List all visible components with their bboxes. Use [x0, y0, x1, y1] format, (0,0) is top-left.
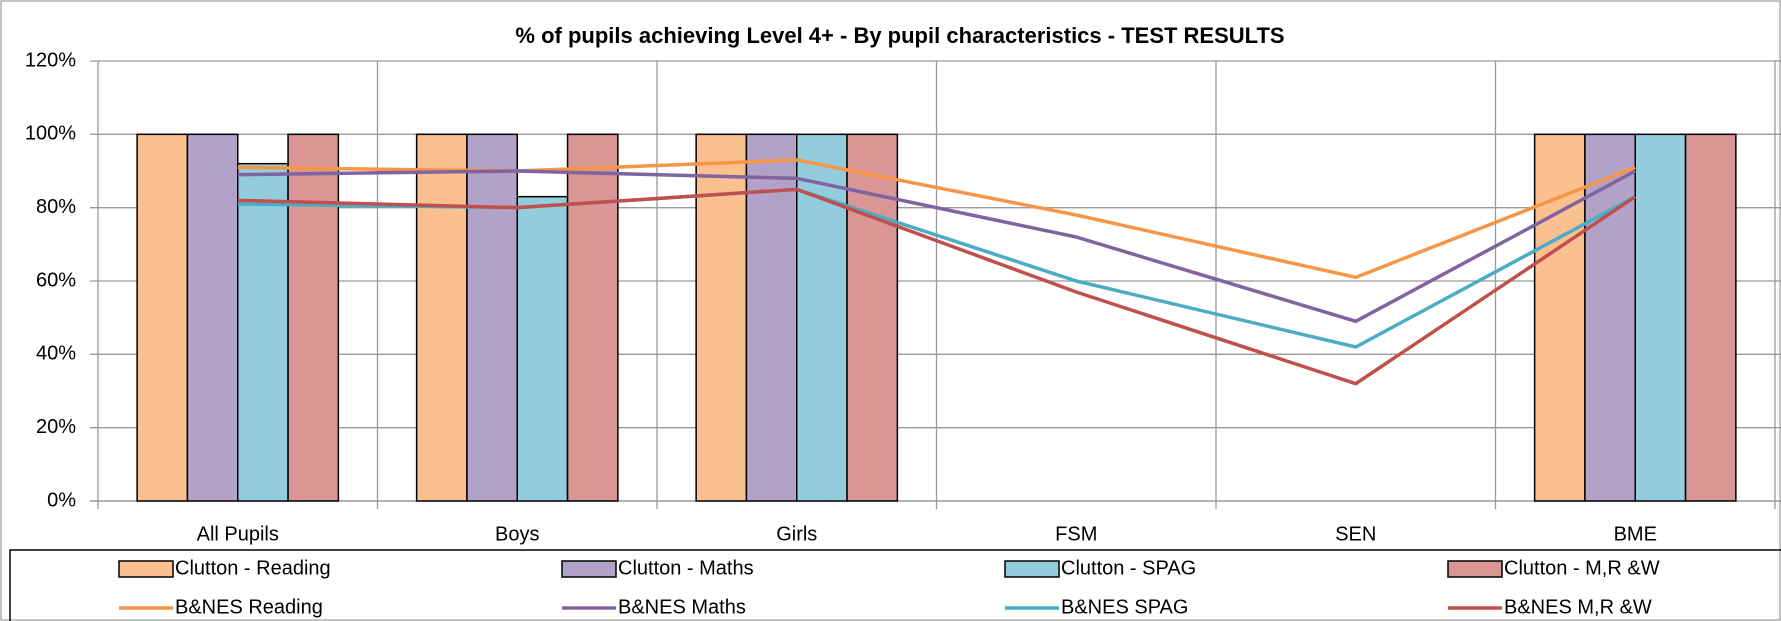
bar: [745, 133, 798, 502]
legend-label: Clutton - M,R &W: [1504, 557, 1660, 579]
bar: [1684, 133, 1737, 502]
y-tick-label: 60%: [36, 269, 76, 291]
x-tick-label: All Pupils: [197, 523, 279, 545]
bar: [566, 133, 619, 502]
legend-label: Clutton - SPAG: [1061, 557, 1196, 579]
y-tick-label: 80%: [36, 196, 76, 218]
chart-title: % of pupils achieving Level 4+ - By pupi…: [515, 23, 1284, 48]
y-tick-label: 20%: [36, 416, 76, 438]
bar: [796, 133, 848, 502]
line-series: [237, 187, 1637, 386]
y-tick-label: 100%: [25, 123, 76, 145]
x-tick-label: FSM: [1055, 523, 1097, 545]
legend-swatch: [1004, 560, 1060, 578]
y-tick-label: 40%: [36, 343, 76, 365]
bar: [415, 133, 468, 502]
bar: [1634, 133, 1687, 502]
legend-label: B&NES Reading: [175, 596, 323, 618]
bar: [136, 133, 189, 502]
legend-label: B&NES SPAG: [1061, 596, 1188, 618]
legend-swatch: [118, 560, 174, 578]
x-tick-label: SEN: [1335, 523, 1376, 545]
x-tick-label: Girls: [776, 523, 817, 545]
legend-box: [9, 549, 1781, 621]
bar: [237, 162, 289, 502]
legend-label: Clutton - Reading: [175, 557, 331, 579]
legend-label: B&NES Maths: [618, 596, 746, 618]
bar: [516, 195, 569, 502]
legend-label: Clutton - Maths: [618, 557, 754, 579]
legend-swatch: [1447, 560, 1503, 578]
legend-label: B&NES M,R &W: [1504, 596, 1652, 618]
bar: [186, 133, 239, 502]
bar: [466, 133, 519, 502]
bar: [1584, 133, 1636, 502]
line-series: [237, 169, 1637, 324]
y-tick-label: 0%: [47, 489, 76, 511]
legend-swatch: [561, 560, 617, 578]
x-tick-label: Boys: [495, 523, 539, 545]
bar: [287, 133, 340, 502]
y-tick-label: 120%: [25, 49, 76, 71]
x-tick-label: BME: [1614, 523, 1657, 545]
bar: [695, 133, 748, 502]
